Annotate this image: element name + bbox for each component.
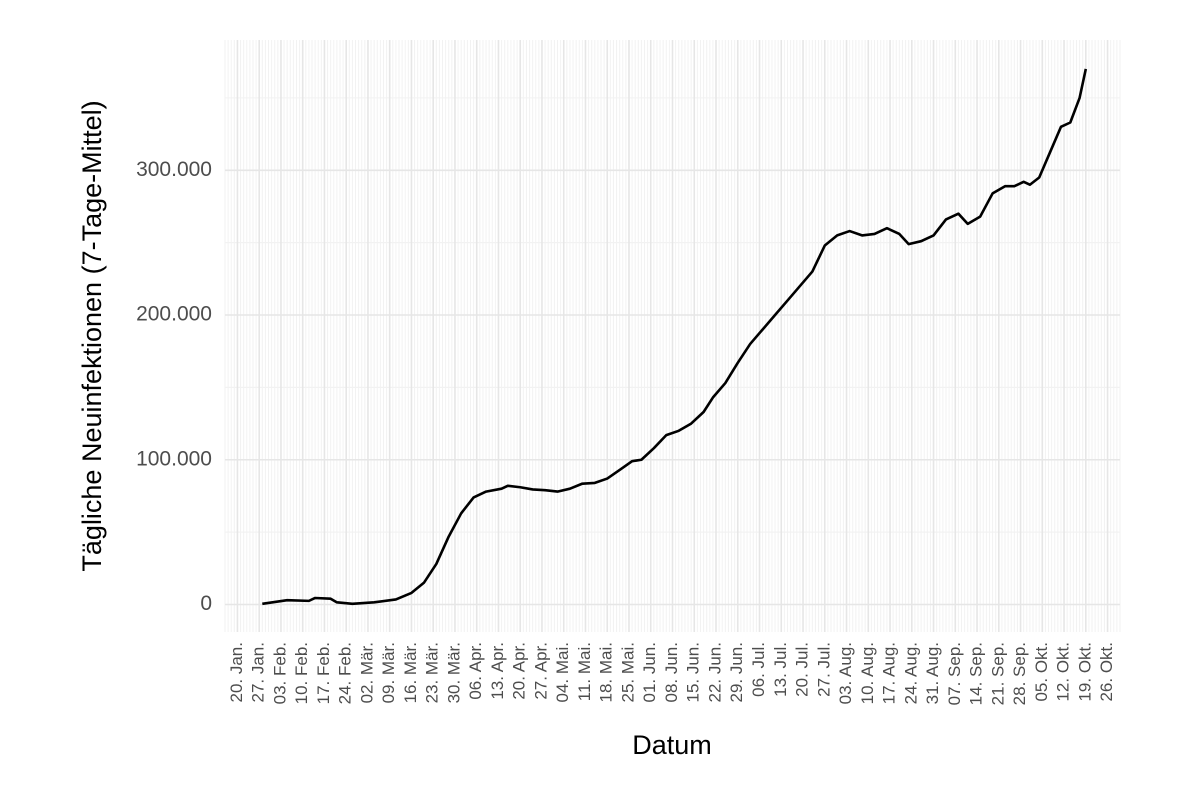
x-tick-label: 20. Jul. xyxy=(793,642,812,697)
x-axis-title: Datum xyxy=(632,730,712,760)
x-tick-label: 15. Jun. xyxy=(684,642,703,703)
x-tick-label: 13. Apr. xyxy=(488,642,507,700)
x-tick-label: 22. Jun. xyxy=(705,642,724,703)
x-tick-label: 24. Feb. xyxy=(336,642,355,704)
x-tick-label: 09. Mär. xyxy=(379,642,398,703)
x-tick-label: 27. Jul. xyxy=(814,642,833,697)
x-tick-label: 07. Sep. xyxy=(945,642,964,705)
data-line xyxy=(262,68,1088,606)
x-tick-label: 31. Aug. xyxy=(923,642,942,704)
y-tick-label: 200.000 xyxy=(136,303,212,326)
x-tick-label: 28. Sep. xyxy=(1010,642,1029,705)
x-tick-label: 23. Mär. xyxy=(423,642,442,703)
x-tick-label: 20. Apr. xyxy=(510,642,529,700)
x-tick-label: 17. Aug. xyxy=(880,642,899,704)
x-tick-label: 01. Jun. xyxy=(640,642,659,703)
x-tick-label: 11. Mai. xyxy=(575,642,594,701)
x-tick-label: 12. Okt. xyxy=(1054,642,1073,702)
x-tick-label: 29. Jun. xyxy=(727,642,746,703)
x-tick-label: 10. Aug. xyxy=(858,642,877,704)
x-tick-label: 02. Mär. xyxy=(357,642,376,703)
x-tick-label: 18. Mai. xyxy=(597,642,616,702)
x-tick-label: 04. Mai. xyxy=(553,642,572,702)
y-tick-label: 100.000 xyxy=(136,447,212,470)
x-tick-label: 10. Feb. xyxy=(292,642,311,704)
x-tick-label: 19. Okt. xyxy=(1075,642,1094,702)
x-tick-label: 25. Mai. xyxy=(618,642,637,702)
x-tick-label: 27. Jan. xyxy=(249,642,268,703)
x-tick-label: 24. Aug. xyxy=(901,642,920,704)
x-tick-label: 26. Okt. xyxy=(1097,642,1116,702)
x-tick-label: 06. Apr. xyxy=(466,642,485,700)
x-tick-label: 20. Jan. xyxy=(227,642,246,703)
x-tick-label: 03. Aug. xyxy=(836,642,855,704)
x-tick-label: 06. Jul. xyxy=(749,642,768,697)
x-tick-label: 16. Mär. xyxy=(401,642,420,703)
x-tick-label: 21. Sep. xyxy=(988,642,1007,705)
x-tick-label: 14. Sep. xyxy=(967,642,986,705)
x-tick-label: 27. Apr. xyxy=(531,642,550,700)
x-tick-label: 13. Jul. xyxy=(771,642,790,697)
x-tick-label: 30. Mär. xyxy=(444,642,463,703)
x-tick-label: 05. Okt. xyxy=(1032,642,1051,702)
y-tick-label: 0 xyxy=(200,592,212,615)
y-axis-title: Tägliche Neuinfektionen (7-Tage-Mittel) xyxy=(77,100,107,571)
x-tick-label: 08. Jun. xyxy=(662,642,681,703)
x-tick-label: 17. Feb. xyxy=(314,642,333,704)
y-tick-label: 300.000 xyxy=(136,158,212,181)
x-tick-label: 03. Feb. xyxy=(270,642,289,704)
